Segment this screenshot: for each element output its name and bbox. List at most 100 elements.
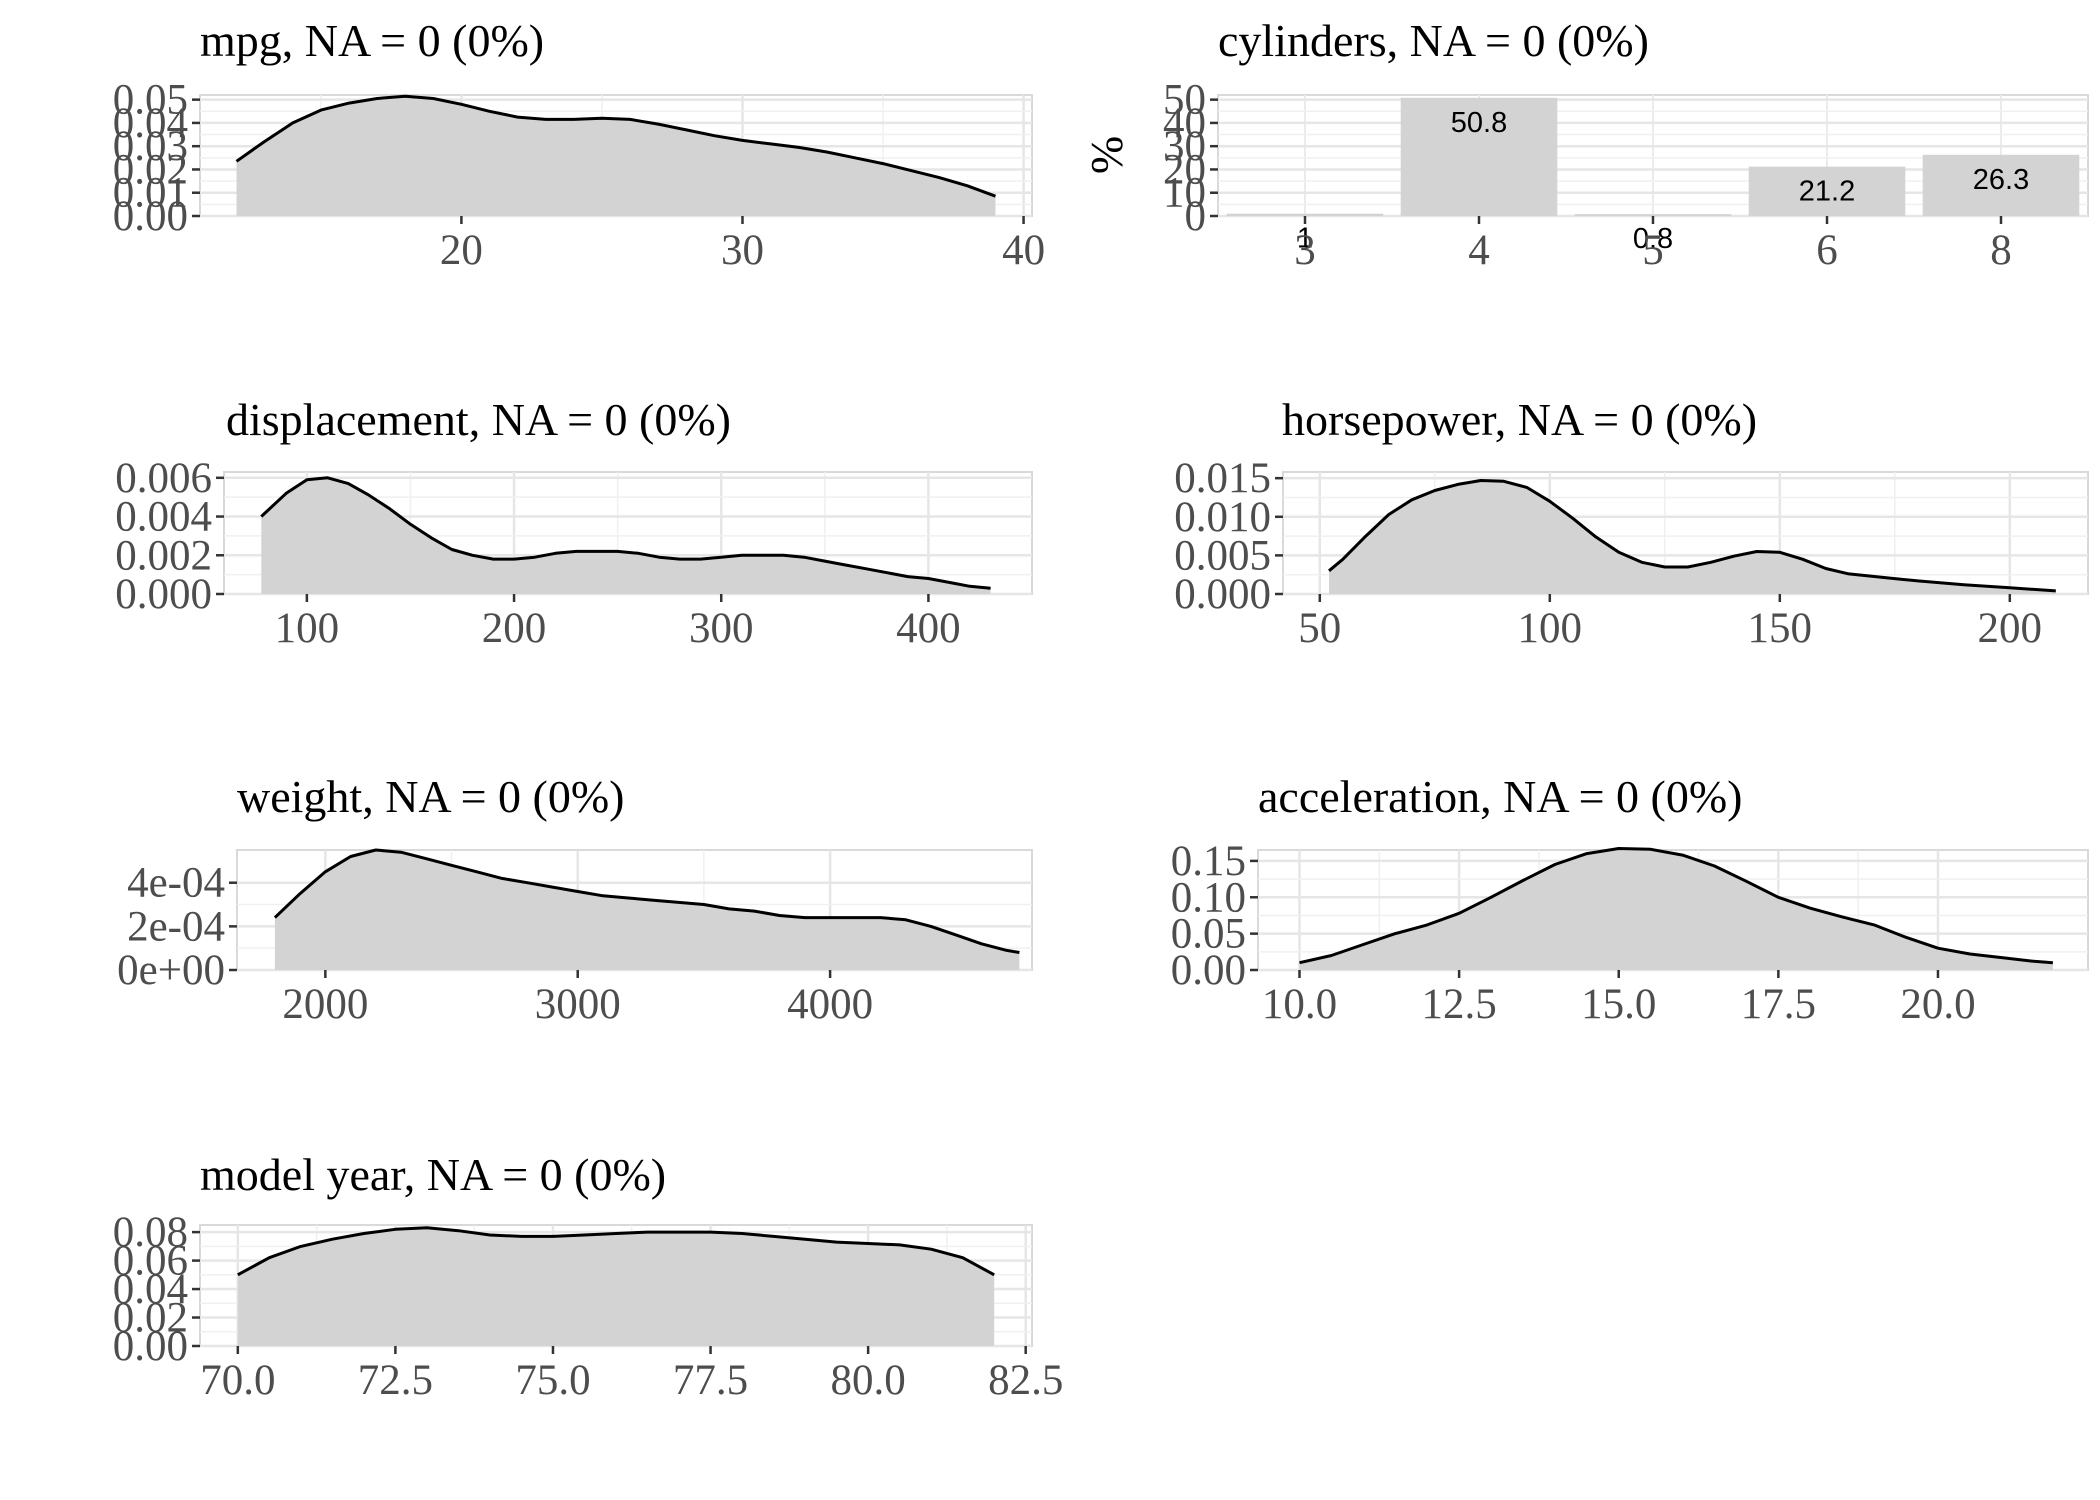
- panel-model-year: model year, NA = 0 (0%) 70.0 72.5 75.0 77.5…: [113, 1149, 1064, 1404]
- y-tick-label: 0.02: [113, 1295, 188, 1342]
- y-axis-label: %: [1081, 136, 1132, 174]
- y-tick-label: 0.05: [1171, 911, 1246, 958]
- panel-cylinders: cylinders, NA = 0 (0%) % 1 50.8 0.8 21.2 26.…: [1081, 15, 2089, 274]
- y-tick-label: 0.010: [1174, 494, 1271, 541]
- y-tick-label: 0.005: [1174, 532, 1271, 579]
- density-area: [1329, 480, 2056, 594]
- x-tick-label: 3000: [535, 981, 621, 1028]
- density-area: [274, 850, 1020, 970]
- x-tick-label: 150: [1748, 605, 1813, 652]
- y-tick-label: 0.000: [115, 571, 212, 618]
- x-tick-label: 10.0: [1262, 981, 1337, 1028]
- panel-title: displacement, NA = 0 (0%): [226, 394, 731, 445]
- x-tick-label: 20.0: [1900, 981, 1975, 1028]
- bar: [1922, 154, 2080, 216]
- x-tick-label: 100: [275, 605, 340, 652]
- x-tick-label: 30: [721, 227, 764, 274]
- bar: [1574, 214, 1732, 216]
- y-tick-label: 0.00: [113, 193, 188, 240]
- panel-mpg: mpg, NA = 0 (0%) 20 30 40 0.000.010.020.030…: [113, 15, 1045, 274]
- y-tick-label: 0.00: [1171, 947, 1246, 994]
- y-tick-label: 40: [1163, 100, 1206, 147]
- y-tick-label: 0.10: [1171, 874, 1246, 921]
- y-tick-label: 0.002: [115, 532, 212, 579]
- bar-data-label: 26.3: [1973, 164, 2029, 196]
- bar-data-label: 0.8: [1633, 223, 1673, 255]
- density-line: [260, 476, 991, 590]
- panel-displacement: displacement, NA = 0 (0%) 100 200 300 400 0.…: [115, 394, 1033, 652]
- plot-area: 70.0 72.5 75.0 77.5 80.0 82.5 0.000.020.040.06…: [113, 1209, 1064, 1404]
- x-tick-label: 400: [896, 605, 961, 652]
- y-tick-label: 0.08: [113, 1209, 188, 1256]
- x-tick-label: 200: [482, 605, 547, 652]
- panel-weight: weight, NA = 0 (0%) 2000 3000 4000 0e+002e-…: [117, 771, 1033, 1028]
- x-tick-label: 80.0: [830, 1357, 905, 1404]
- y-tick-label: 0.004: [115, 494, 212, 541]
- panel-title: horsepower, NA = 0 (0%): [1282, 394, 1757, 445]
- x-tick-label: 20: [440, 227, 483, 274]
- y-tick-label: 4e-04: [127, 860, 225, 907]
- x-tick-label: 200: [1978, 605, 2043, 652]
- bar-data-label: 21.2: [1799, 176, 1855, 208]
- y-tick-label: 0.015: [1174, 455, 1271, 502]
- x-tick-label: 75.0: [515, 1357, 590, 1404]
- x-tick-label: 6: [1816, 227, 1838, 274]
- density-line: [273, 848, 1020, 954]
- x-tick-label: 100: [1518, 605, 1583, 652]
- panel-title: mpg, NA = 0 (0%): [200, 15, 544, 66]
- y-tick-label: 0.006: [115, 455, 212, 502]
- bar-data-label: 50.8: [1451, 107, 1507, 139]
- panel-title: model year, NA = 0 (0%): [200, 1149, 666, 1200]
- density-area: [261, 477, 991, 594]
- bar: [1400, 97, 1558, 216]
- x-tick-label: 50: [1298, 605, 1341, 652]
- x-tick-label: 2000: [282, 981, 368, 1028]
- y-tick-label: 0.01: [113, 170, 188, 217]
- plot-area: 20 30 40 0.000.010.020.030.040.05: [113, 77, 1045, 274]
- y-tick-label: 0.04: [113, 1266, 188, 1313]
- y-tick-label: 0: [1185, 193, 1207, 240]
- x-tick-label: 70.0: [200, 1357, 275, 1404]
- y-tick-label: 2e-04: [127, 903, 225, 950]
- bar: [1748, 166, 1906, 216]
- x-tick-label: 72.5: [358, 1357, 433, 1404]
- y-tick-label: 20: [1163, 146, 1206, 193]
- x-tick-label: 4: [1468, 227, 1490, 274]
- density-line: [235, 94, 997, 198]
- y-tick-label: 0.04: [113, 100, 188, 147]
- density-area: [1299, 848, 2053, 970]
- x-tick-label: 8: [1990, 227, 2012, 274]
- y-tick-label: 0.00: [113, 1323, 188, 1370]
- plot-area: 10.0 12.5 15.0 17.5 20.0 0.000.050.100.15: [1171, 838, 2089, 1028]
- panel-acceleration: acceleration, NA = 0 (0%) 10.0 12.5 15.0 17…: [1171, 771, 2089, 1028]
- y-tick-label: 0.06: [113, 1238, 188, 1285]
- y-tick-label: 50: [1163, 77, 1206, 124]
- y-tick-label: 0.05: [113, 77, 188, 124]
- panel-title: acceleration, NA = 0 (0%): [1258, 771, 1742, 822]
- x-tick-label: 82.5: [988, 1357, 1063, 1404]
- x-tick-label: 12.5: [1421, 981, 1496, 1028]
- x-tick-label: 3: [1294, 227, 1316, 274]
- x-tick-label: 4000: [787, 981, 873, 1028]
- y-tick-label: 0.03: [113, 123, 188, 170]
- y-tick-label: 0.15: [1171, 838, 1246, 885]
- y-tick-label: 0.02: [113, 146, 188, 193]
- panel-horsepower: horsepower, NA = 0 (0%) 50 100 150 200 0.000…: [1174, 394, 2089, 652]
- panel-title: cylinders, NA = 0 (0%): [1218, 15, 1649, 66]
- y-tick-label: 0e+00: [117, 947, 225, 994]
- bar-data-label: 1: [1297, 223, 1313, 255]
- density-line: [1328, 479, 2056, 593]
- x-tick-label: 5: [1642, 227, 1664, 274]
- density-area: [237, 1227, 995, 1346]
- x-tick-label: 15.0: [1581, 981, 1656, 1028]
- density-line: [237, 1226, 995, 1277]
- y-tick-label: 10: [1163, 170, 1206, 217]
- x-tick-label: 77.5: [673, 1357, 748, 1404]
- y-tick-label: 30: [1163, 123, 1206, 170]
- x-tick-label: 17.5: [1741, 981, 1816, 1028]
